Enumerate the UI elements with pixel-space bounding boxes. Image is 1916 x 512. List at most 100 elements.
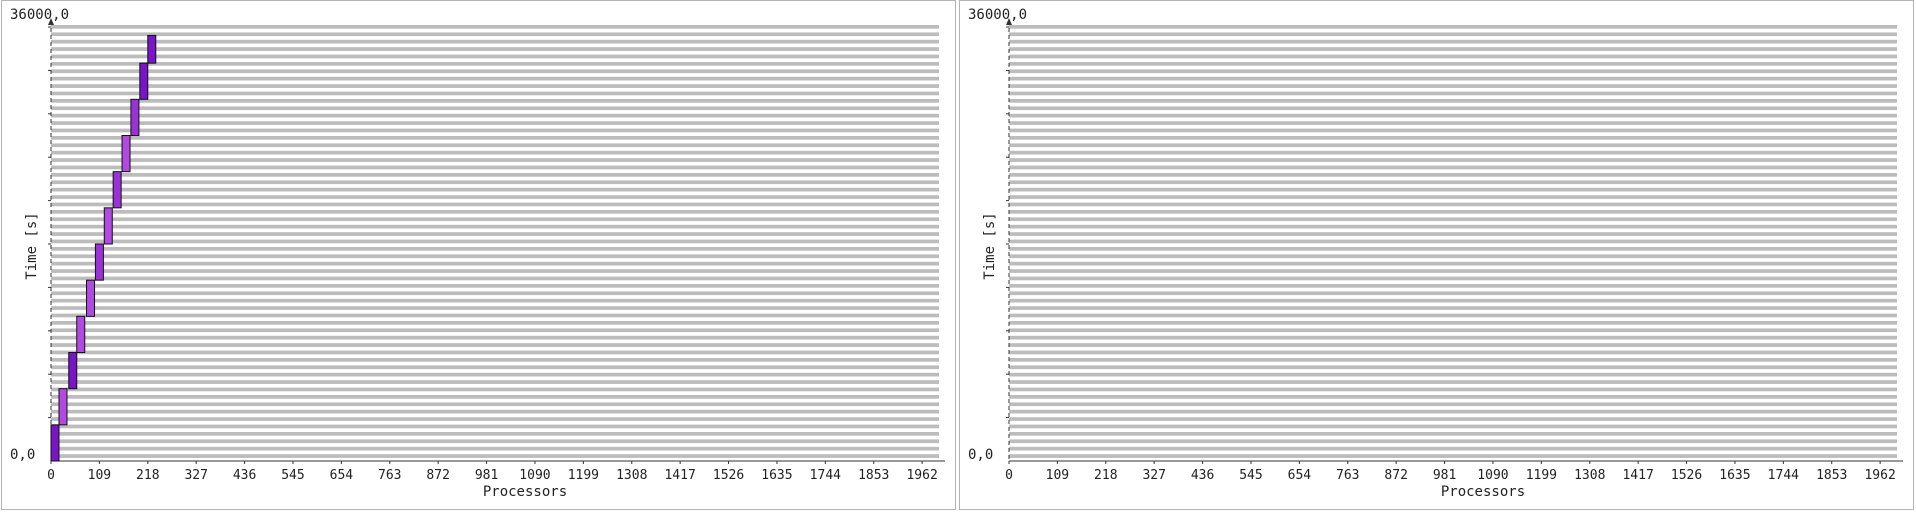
x-tick-label: 218: [136, 468, 159, 483]
grid-stripe: [1009, 143, 1897, 148]
grid-stripe: [1009, 165, 1897, 170]
grid-stripe: [1009, 335, 1897, 340]
schedule-chart-left: 0 109 218 327 436 545 654 763 872 981 1090 1199 1308…: [1, 0, 956, 510]
job-bar: [121, 135, 131, 173]
x-tick-label: 327: [184, 468, 207, 483]
grid-stripe: [51, 261, 939, 266]
grid-stripe: [51, 54, 939, 59]
grid-stripe: [1009, 358, 1897, 362]
x-tick-label: 1308: [616, 468, 647, 483]
grid-stripe: [1009, 432, 1897, 436]
grid-stripe: [51, 150, 939, 155]
grid-stripe: [1009, 313, 1897, 318]
grid-stripe: [1009, 217, 1897, 222]
grid-stripe: [51, 387, 939, 392]
grid-stripe: [1009, 424, 1897, 429]
job-bar: [147, 34, 157, 64]
x-tick-label: 0: [1005, 468, 1013, 483]
grid-stripe: [51, 69, 939, 74]
grid-stripe: [51, 454, 939, 458]
job-bars: [50, 34, 157, 462]
grid-stripe: [1009, 247, 1897, 251]
grid-stripe: [51, 365, 939, 370]
grid-stripe: [51, 180, 939, 185]
grid-stripe: [51, 210, 939, 214]
job-bar: [139, 62, 149, 100]
grid-stripe: [51, 358, 939, 362]
grid-stripe: [1009, 128, 1897, 133]
grid-stripe: [51, 25, 939, 29]
grid-stripe: [1009, 54, 1897, 59]
grid-stripe: [1009, 350, 1897, 355]
x-tick-label: 1744: [1768, 468, 1799, 483]
grid-stripe: [51, 121, 939, 125]
y-max-label: 36000,0: [968, 7, 1027, 23]
grid-stripe: [1009, 446, 1897, 451]
x-tick-label: 1417: [1622, 468, 1653, 483]
grid-stripe: [1009, 321, 1897, 325]
grid-stripe: [1009, 150, 1897, 155]
grid-stripe: [51, 328, 939, 333]
y-axis-title: Time [s]: [24, 212, 40, 279]
grid-stripe: [51, 113, 939, 118]
grid-stripe: [1009, 284, 1897, 288]
job-bar: [68, 352, 78, 390]
grid-stripe: [1009, 380, 1897, 384]
y-min-label: 0,0: [10, 447, 35, 463]
x-tick-label: 763: [378, 468, 401, 483]
grid-stripe: [1009, 210, 1897, 214]
grid-stripe: [51, 306, 939, 310]
grid-stripe: [1009, 113, 1897, 118]
x-tick-label: 1853: [1816, 468, 1847, 483]
x-tick-label: 436: [1191, 468, 1214, 483]
x-tick-label: 763: [1336, 468, 1359, 483]
grid-stripe: [51, 321, 939, 325]
grid-stripe: [1009, 224, 1897, 229]
x-tick-label: 1090: [519, 468, 550, 483]
grid-stripe: [51, 128, 939, 133]
grid-stripe: [1009, 62, 1897, 66]
grid-stripe: [51, 91, 939, 96]
job-bar: [112, 171, 122, 209]
x-tick-label: 1199: [1526, 468, 1557, 483]
x-tick-label: 109: [88, 468, 111, 483]
grid-stripe: [1009, 121, 1897, 125]
x-tick-label: 218: [1094, 468, 1117, 483]
grid-stripe: [1009, 409, 1897, 414]
grid-stripe: [51, 269, 939, 273]
grid-stripe: [51, 313, 939, 318]
job-bar: [130, 98, 140, 137]
grid-stripe: [51, 202, 939, 207]
job-bar: [86, 279, 96, 317]
x-tick-label: 872: [426, 468, 449, 483]
gantt-plot-right: 0 109 218 327 436 545 654 763 872 981 1090 1199 1308…: [968, 7, 1903, 500]
grid-stripe: [51, 372, 939, 377]
grid-stripes: [1009, 25, 1897, 458]
x-tick-label: 1853: [858, 468, 889, 483]
grid-stripes: [51, 25, 939, 458]
grid-stripe: [1009, 76, 1897, 81]
grid-stripe: [1009, 32, 1897, 37]
x-tick-label: 0: [47, 468, 55, 483]
grid-stripe: [51, 247, 939, 251]
grid-stripe: [1009, 439, 1897, 444]
grid-stripe: [1009, 306, 1897, 310]
grid-stripe: [1009, 395, 1897, 399]
x-tick-label: 1526: [713, 468, 744, 483]
grid-stripe: [1009, 39, 1897, 44]
grid-stripe: [51, 39, 939, 44]
x-tick-label: 1526: [1671, 468, 1702, 483]
grid-stripe: [51, 402, 939, 407]
y-axis-arrow: [1006, 18, 1012, 25]
grid-stripe: [51, 409, 939, 414]
grid-stripe: [51, 291, 939, 296]
y-min-label: 0,0: [968, 447, 993, 463]
grid-stripe: [51, 217, 939, 222]
grid-stripe: [1009, 402, 1897, 407]
x-tick-label: 1199: [568, 468, 599, 483]
x-tick-label: 981: [1433, 468, 1456, 483]
grid-stripe: [1009, 365, 1897, 370]
grid-stripe: [51, 343, 939, 347]
gantt-plot-left: 0 109 218 327 436 545 654 763 872 981 1090 1199 1308…: [10, 7, 945, 500]
grid-stripe: [1009, 47, 1897, 51]
